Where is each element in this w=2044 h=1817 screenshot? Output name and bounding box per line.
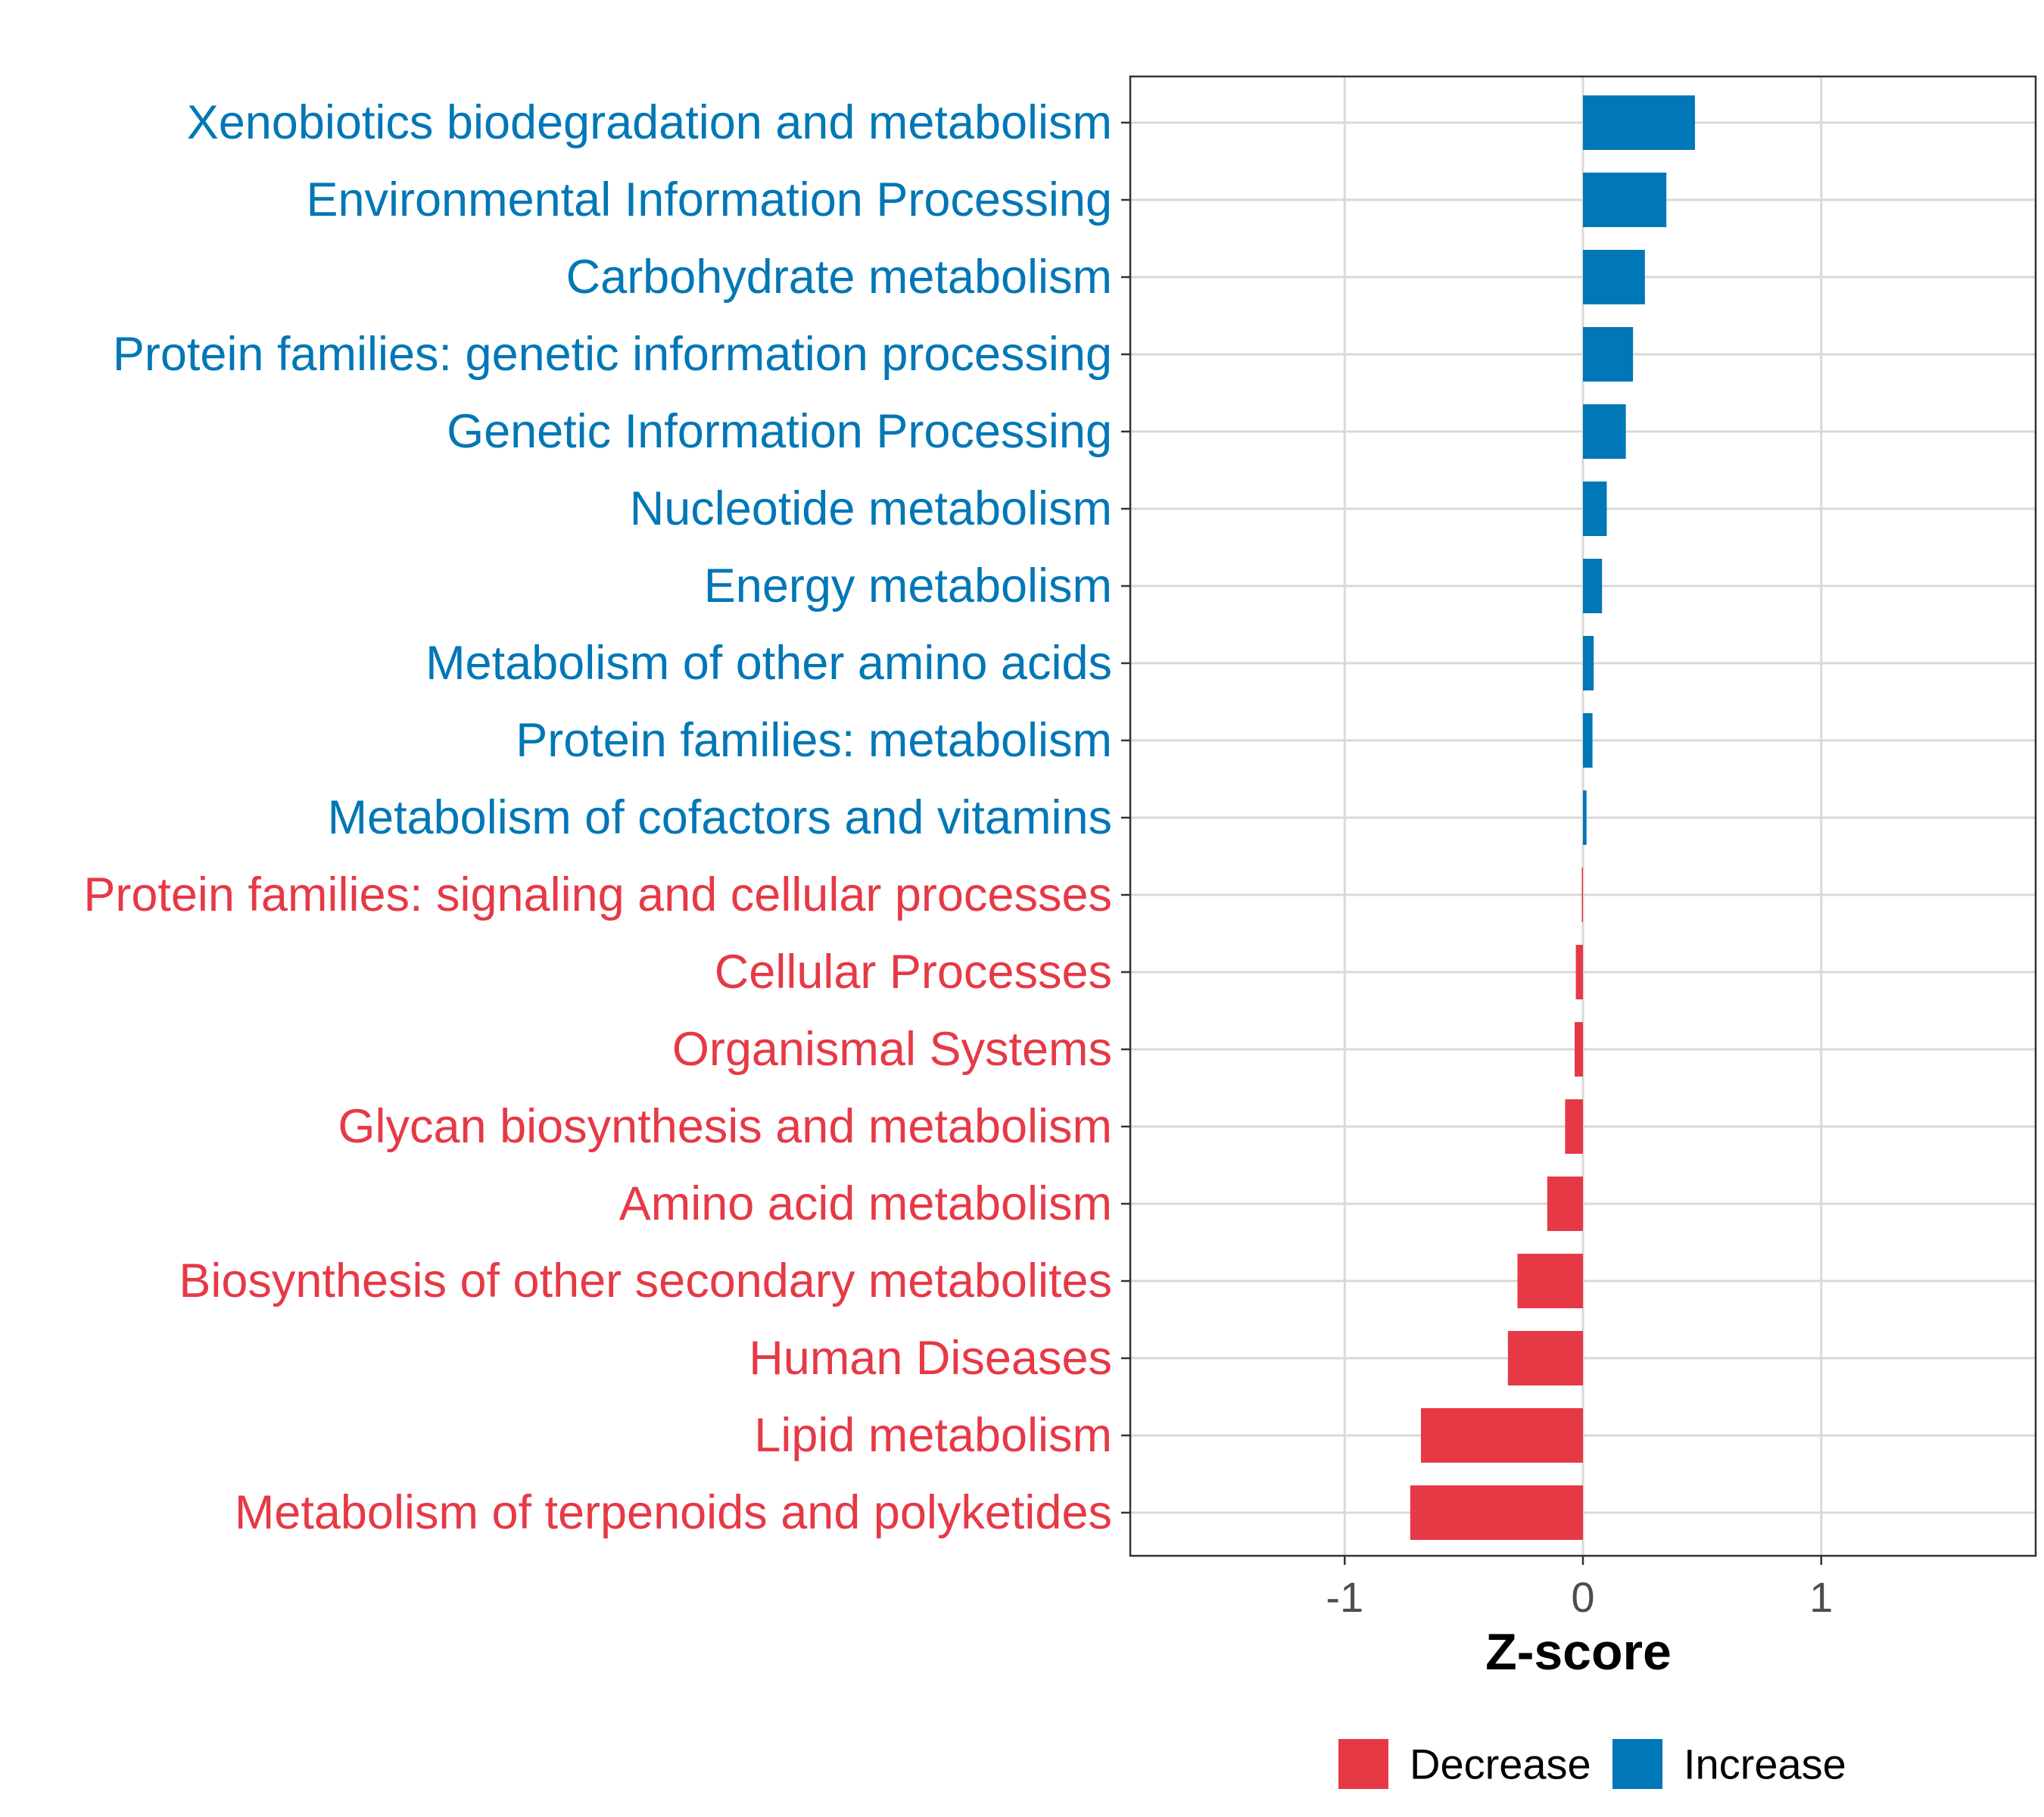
- bar: [1575, 945, 1583, 999]
- category-label: Amino acid metabolism: [619, 1177, 1112, 1230]
- bar: [1574, 1022, 1583, 1077]
- category-label: Protein families: metabolism: [516, 714, 1112, 767]
- x-axis-ticks: [1344, 1556, 1822, 1565]
- y-axis-ticks: [1121, 121, 1130, 1514]
- bar: [1583, 790, 1587, 845]
- bars: [1410, 95, 1695, 1540]
- category-label: Human Diseases: [749, 1332, 1112, 1385]
- x-axis-labels: -1 0 1: [1326, 1573, 1833, 1621]
- category-label: Biosynthesis of other secondary metaboli…: [179, 1254, 1112, 1307]
- category-label: Protein families: genetic information pr…: [113, 328, 1112, 381]
- legend-swatch: [1338, 1739, 1388, 1789]
- category-label: Metabolism of cofactors and vitamins: [328, 791, 1112, 844]
- category-label: Metabolism of terpenoids and polyketides: [235, 1486, 1112, 1539]
- x-tick-label: -1: [1326, 1573, 1363, 1621]
- legend-label: Increase: [1684, 1741, 1846, 1788]
- category-label: Energy metabolism: [704, 559, 1112, 612]
- category-label: Nucleotide metabolism: [630, 482, 1112, 535]
- bar: [1583, 559, 1603, 613]
- bar: [1583, 173, 1667, 227]
- legend-label: Decrease: [1410, 1741, 1591, 1788]
- bar: [1410, 1485, 1583, 1540]
- category-label: Carbohydrate metabolism: [566, 251, 1112, 304]
- bar: [1507, 1331, 1583, 1385]
- bar: [1583, 404, 1626, 459]
- x-axis-title: Z-score: [1485, 1623, 1672, 1681]
- bar: [1583, 95, 1695, 150]
- bar: [1581, 868, 1583, 922]
- category-label: Cellular Processes: [715, 946, 1112, 999]
- legend-swatch: [1612, 1739, 1662, 1789]
- category-label: Environmental Information Processing: [306, 173, 1112, 226]
- bar: [1583, 713, 1593, 768]
- category-label: Xenobiotics biodegradation and metabolis…: [187, 96, 1112, 149]
- legend: Decrease Increase: [1338, 1739, 1846, 1789]
- x-tick-label: 1: [1809, 1573, 1833, 1621]
- y-axis-labels: Xenobiotics biodegradation and metabolis…: [83, 96, 1112, 1539]
- bar: [1583, 327, 1634, 382]
- bar: [1583, 250, 1645, 304]
- bar: [1565, 1099, 1583, 1154]
- bar: [1583, 482, 1607, 536]
- category-label: Protein families: signaling and cellular…: [83, 868, 1112, 921]
- bar: [1583, 636, 1594, 690]
- bar: [1420, 1408, 1583, 1463]
- category-label: Organismal Systems: [672, 1023, 1112, 1076]
- category-label: Lipid metabolism: [754, 1409, 1112, 1462]
- category-label: Metabolism of other amino acids: [425, 637, 1112, 690]
- bar: [1547, 1177, 1583, 1231]
- x-tick-label: 0: [1571, 1573, 1594, 1621]
- category-label: Genetic Information Processing: [447, 405, 1112, 458]
- category-label: Glycan biosynthesis and metabolism: [338, 1100, 1113, 1153]
- bar: [1517, 1254, 1583, 1308]
